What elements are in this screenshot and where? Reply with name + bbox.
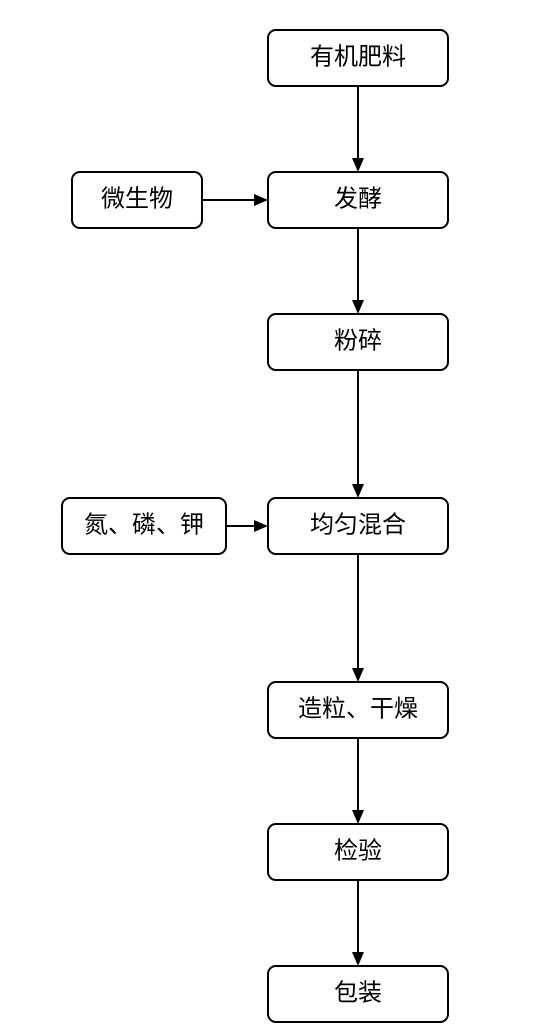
- flow-node-label: 氮、磷、钾: [84, 512, 204, 539]
- flow-node-label: 包装: [334, 980, 382, 1007]
- flow-node-label: 发酵: [334, 186, 382, 213]
- flow-node: 粉碎: [268, 314, 448, 370]
- edge-arrowhead: [254, 520, 268, 532]
- edge-arrowhead: [254, 194, 268, 206]
- flow-node: 氮、磷、钾: [62, 498, 226, 554]
- edge-arrowhead: [352, 158, 364, 172]
- flow-node: 均匀混合: [268, 498, 448, 554]
- flow-node-label: 检验: [334, 838, 382, 865]
- flowchart-canvas: 有机肥料发酵粉碎均匀混合造粒、干燥检验包装 微生物氮、磷、钾: [0, 0, 536, 1032]
- flow-node: 造粒、干燥: [268, 682, 448, 738]
- flow-node: 检验: [268, 824, 448, 880]
- edge-arrowhead: [352, 810, 364, 824]
- edge-arrowhead: [352, 668, 364, 682]
- edge-arrowhead: [352, 300, 364, 314]
- flow-node-label: 有机肥料: [310, 44, 406, 71]
- edge-arrowhead: [352, 484, 364, 498]
- flow-node-label: 造粒、干燥: [298, 696, 418, 723]
- flow-node: 包装: [268, 966, 448, 1022]
- flow-node: 有机肥料: [268, 30, 448, 86]
- flow-node: 发酵: [268, 172, 448, 228]
- flow-node-label: 粉碎: [334, 328, 382, 355]
- flow-node: 微生物: [72, 172, 202, 228]
- edge-arrowhead: [352, 952, 364, 966]
- flow-node-label: 均匀混合: [310, 512, 406, 539]
- flow-node-label: 微生物: [101, 186, 173, 213]
